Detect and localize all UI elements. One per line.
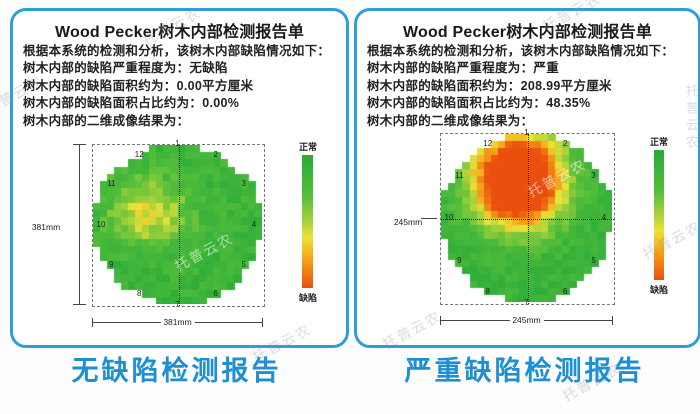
info-imaging-label: 树木内部的二维成像结果为： bbox=[23, 113, 190, 128]
colorbar bbox=[654, 150, 664, 280]
sensor-label-7: 7 bbox=[524, 298, 529, 307]
sensor-label-4: 4 bbox=[601, 213, 607, 222]
report-title: Wood Pecker树木内部检测报告单 bbox=[402, 24, 653, 41]
info-severity: 树木内部的缺陷严重程度为：无缺陷 bbox=[23, 60, 342, 77]
info-area-value: 208.99平方厘米 bbox=[520, 78, 612, 93]
info-area: 树木内部的缺陷面积约为：0.00平方厘米 bbox=[23, 78, 342, 95]
info-severity-value: 无缺陷 bbox=[189, 61, 228, 76]
width-dimension-label: 381mm bbox=[160, 317, 195, 327]
sensor-labels: 1 2 3 4 5 6 7 8 9 10 11 12 bbox=[441, 129, 614, 307]
sensor-label-3: 3 bbox=[591, 170, 596, 180]
colorbar-normal-label: 正常 bbox=[298, 142, 317, 152]
tomogram-chart-severe-defect: 245mm 1 2 3 4 5 6 7 8 9 10 11 12 245mm 正常 缺陷 bbox=[357, 11, 698, 345]
crosshair-horizontal bbox=[441, 219, 614, 220]
info-imaging: 树木内部的二维成像结果为： bbox=[23, 113, 342, 130]
height-dimension-line bbox=[73, 144, 86, 305]
info-ratio-label: 树木内部的缺陷面积占比约为： bbox=[367, 96, 547, 111]
tomogram-chart-no-defect: 381mm 1 2 3 4 5 6 7 8 9 10 11 12 381mm 正常 缺陷 bbox=[13, 11, 346, 345]
info-ratio-value: 0.00% bbox=[202, 96, 240, 111]
sensor-label-2: 2 bbox=[563, 139, 568, 149]
report-panel-no-defect: Wood Pecker树木内部检测报告单 根据本系统的检测和分析，该树木内部缺陷… bbox=[10, 8, 349, 348]
width-dimension-line: 245mm bbox=[440, 315, 613, 325]
sensor-label-12: 12 bbox=[134, 149, 144, 159]
crosshair-vertical bbox=[178, 145, 180, 306]
sensor-label-9: 9 bbox=[109, 259, 114, 269]
tomogram-canvas bbox=[93, 145, 262, 304]
sensor-label-1: 1 bbox=[524, 128, 529, 137]
sensor-label-6: 6 bbox=[213, 289, 218, 299]
sensor-label-12: 12 bbox=[483, 139, 493, 149]
sensor-label-6: 6 bbox=[563, 286, 568, 296]
sensor-label-10: 10 bbox=[96, 219, 106, 229]
width-dimension-line: 381mm bbox=[92, 317, 263, 327]
info-severity-value: 严重 bbox=[533, 61, 560, 76]
sensor-label-4: 4 bbox=[251, 219, 257, 229]
plot-area: 1 2 3 4 5 6 7 8 9 10 11 12 bbox=[92, 140, 265, 309]
mid-height-tick bbox=[421, 218, 437, 219]
sensor-label-11: 11 bbox=[107, 179, 116, 189]
info-severity-label: 树木内部的缺陷严重程度为： bbox=[23, 61, 190, 76]
info-area-value: 0.00平方厘米 bbox=[176, 78, 254, 93]
info-area: 树木内部的缺陷面积约为：208.99平方厘米 bbox=[367, 78, 694, 95]
sensor-label-7: 7 bbox=[175, 300, 180, 309]
colorbar-normal-label: 正常 bbox=[649, 137, 668, 147]
info-imaging: 树木内部的二维成像结果为： bbox=[367, 113, 694, 130]
colorbar-defect-label: 缺陷 bbox=[649, 285, 668, 295]
sensor-label-5: 5 bbox=[241, 259, 246, 269]
height-dimension-label: 245mm bbox=[393, 217, 423, 227]
info-intro: 根据本系统的检测和分析，该树木内部缺陷情况如下： bbox=[23, 44, 331, 58]
tomogram-canvas bbox=[441, 134, 612, 302]
report-info: 根据本系统的检测和分析，该树木内部缺陷情况如下： 树木内部的缺陷严重程度为：无缺… bbox=[23, 43, 342, 130]
sensor-label-11: 11 bbox=[455, 170, 464, 180]
sensor-label-10: 10 bbox=[444, 213, 454, 222]
info-ratio: 树木内部的缺陷面积占比约为：48.35% bbox=[367, 95, 694, 112]
colorbar-defect-label: 缺陷 bbox=[298, 293, 317, 303]
report-title: Wood Pecker树木内部检测报告单 bbox=[54, 24, 305, 41]
height-dimension-label: 381mm bbox=[31, 222, 61, 232]
sensor-label-3: 3 bbox=[241, 179, 246, 189]
caption-no-defect-report: 无缺陷检测报告 bbox=[71, 356, 282, 386]
sensor-label-8: 8 bbox=[485, 286, 490, 296]
info-ratio-label: 树木内部的缺陷面积占比约为： bbox=[23, 96, 203, 111]
info-ratio-value: 48.35% bbox=[546, 96, 591, 111]
caption-severe-defect-report: 严重缺陷检测报告 bbox=[404, 356, 645, 386]
plot-area: 1 2 3 4 5 6 7 8 9 10 11 12 bbox=[440, 129, 615, 307]
sensor-labels: 1 2 3 4 5 6 7 8 9 10 11 12 bbox=[93, 140, 264, 309]
sensor-label-5: 5 bbox=[591, 255, 596, 265]
report-panel-severe-defect: Wood Pecker树木内部检测报告单 根据本系统的检测和分析，该树木内部缺陷… bbox=[354, 8, 700, 348]
info-intro: 根据本系统的检测和分析，该树木内部缺陷情况如下： bbox=[367, 44, 675, 58]
sensor-label-8: 8 bbox=[137, 289, 142, 299]
report-info: 根据本系统的检测和分析，该树木内部缺陷情况如下： 树木内部的缺陷严重程度为：严重… bbox=[367, 43, 694, 130]
info-severity: 树木内部的缺陷严重程度为：严重 bbox=[367, 60, 694, 77]
sensor-label-1: 1 bbox=[175, 139, 180, 148]
width-dimension-label: 245mm bbox=[509, 315, 544, 325]
info-imaging-label: 树木内部的二维成像结果为： bbox=[367, 113, 534, 128]
info-ratio: 树木内部的缺陷面积占比约为：0.00% bbox=[23, 95, 342, 112]
info-area-label: 树木内部的缺陷面积约为： bbox=[367, 78, 521, 93]
sensor-label-2: 2 bbox=[213, 149, 218, 159]
sensor-label-9: 9 bbox=[457, 255, 462, 265]
info-severity-label: 树木内部的缺陷严重程度为： bbox=[367, 61, 534, 76]
colorbar bbox=[302, 155, 313, 288]
info-area-label: 树木内部的缺陷面积约为： bbox=[23, 78, 177, 93]
